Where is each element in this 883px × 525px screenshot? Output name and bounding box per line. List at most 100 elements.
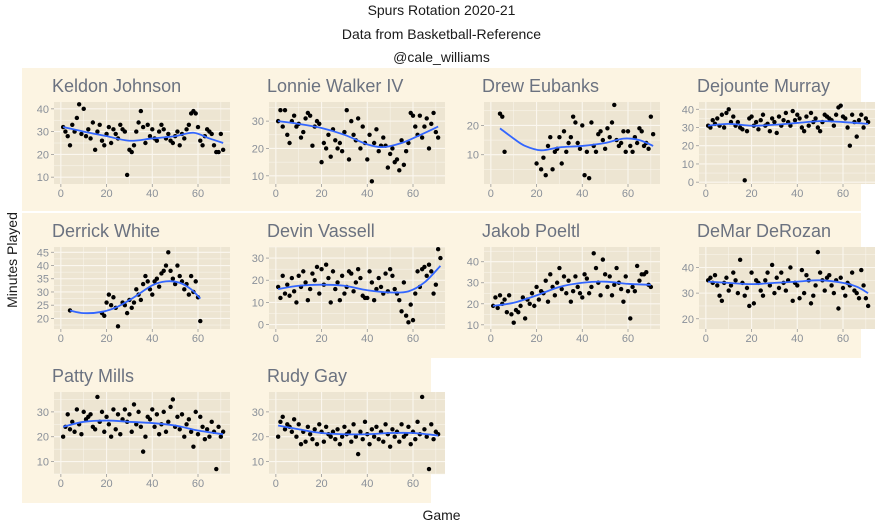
data-point: [330, 269, 336, 274]
facet-title: Derrick White: [52, 221, 160, 241]
data-point: [81, 409, 86, 415]
data-point: [612, 282, 617, 288]
data-point: [351, 132, 356, 137]
y-tick-label: 30: [252, 407, 264, 419]
data-point: [97, 122, 102, 127]
data-point: [337, 297, 343, 303]
data-point: [833, 112, 839, 117]
x-tick-label: 20: [100, 188, 112, 200]
data-point: [198, 138, 203, 143]
data-point: [200, 424, 205, 429]
data-point: [390, 146, 395, 151]
data-point: [385, 165, 391, 170]
data-point: [143, 273, 148, 279]
data-point: [111, 127, 116, 132]
facet-panel: DeMar DeRozan 0 20 40 60 20 30 40: [682, 221, 875, 345]
data-point: [586, 175, 592, 181]
data-point: [403, 149, 409, 154]
data-point: [204, 427, 210, 432]
data-point: [509, 312, 514, 317]
data-point: [623, 149, 628, 154]
data-point: [854, 134, 859, 139]
data-point: [193, 409, 198, 415]
data-point: [413, 291, 418, 296]
data-point: [863, 116, 869, 121]
data-point: [429, 121, 434, 127]
x-tick-label: 40: [576, 333, 588, 345]
y-tick-label: 20: [252, 143, 264, 155]
data-point: [369, 427, 375, 432]
data-point: [177, 143, 182, 148]
x-tick-label: 40: [146, 188, 158, 200]
y-tick-label: 40: [682, 104, 694, 116]
data-point: [335, 280, 340, 285]
data-point: [719, 298, 725, 304]
data-point: [186, 122, 192, 127]
data-point: [607, 134, 612, 140]
data-point: [131, 402, 137, 407]
plot-area: [54, 247, 230, 329]
data-point: [207, 434, 212, 439]
data-point: [195, 124, 201, 130]
data-point: [124, 310, 130, 316]
data-point: [568, 134, 574, 140]
data-point: [424, 116, 429, 121]
data-point: [145, 122, 150, 127]
x-tick-label: 0: [58, 188, 64, 200]
data-point: [104, 414, 109, 420]
x-tick-label: 20: [745, 333, 757, 345]
data-point: [118, 122, 123, 127]
data-point: [589, 120, 594, 125]
data-point: [568, 299, 574, 304]
data-point: [843, 116, 848, 121]
data-point: [497, 293, 503, 298]
data-point: [67, 427, 73, 432]
y-tick-label: 20: [467, 120, 479, 132]
data-point: [392, 286, 397, 292]
data-point: [426, 262, 432, 267]
data-point: [394, 157, 400, 162]
data-point: [179, 412, 185, 417]
data-point: [742, 293, 747, 298]
smooth-line: [69, 280, 201, 315]
data-point: [390, 273, 395, 279]
facet-panel: Jakob Poeltl 0 20 40 60 10 20 30 40: [467, 221, 660, 345]
data-point: [156, 432, 162, 437]
data-point: [520, 295, 526, 300]
data-point: [715, 116, 720, 121]
data-point: [369, 280, 375, 285]
data-point: [175, 414, 180, 420]
data-point: [362, 419, 368, 425]
data-point: [724, 110, 729, 116]
data-point: [783, 288, 789, 293]
data-point: [282, 427, 288, 432]
data-point: [328, 434, 333, 439]
data-point: [506, 293, 512, 298]
data-point: [795, 112, 800, 117]
data-point: [307, 432, 313, 437]
data-point: [333, 437, 338, 442]
data-point: [543, 278, 548, 283]
data-point: [548, 134, 553, 140]
data-point: [129, 305, 134, 311]
data-point: [72, 429, 77, 434]
data-point: [200, 143, 205, 148]
x-tick-label: 60: [622, 333, 634, 345]
data-point: [280, 273, 285, 279]
data-point: [779, 270, 784, 275]
data-point: [310, 143, 315, 148]
chart-subtitle: Data from Basketball-Reference: [341, 26, 542, 42]
data-point: [845, 125, 850, 130]
x-tick-label: 40: [361, 333, 373, 345]
data-point: [577, 291, 583, 296]
x-tick-label: 40: [791, 333, 803, 345]
data-point: [317, 422, 322, 427]
y-tick-label: 20: [37, 432, 49, 444]
data-point: [575, 284, 580, 290]
data-point: [374, 127, 379, 132]
data-point: [365, 295, 370, 301]
y-tick-label: 20: [37, 313, 49, 325]
data-point: [637, 278, 642, 283]
